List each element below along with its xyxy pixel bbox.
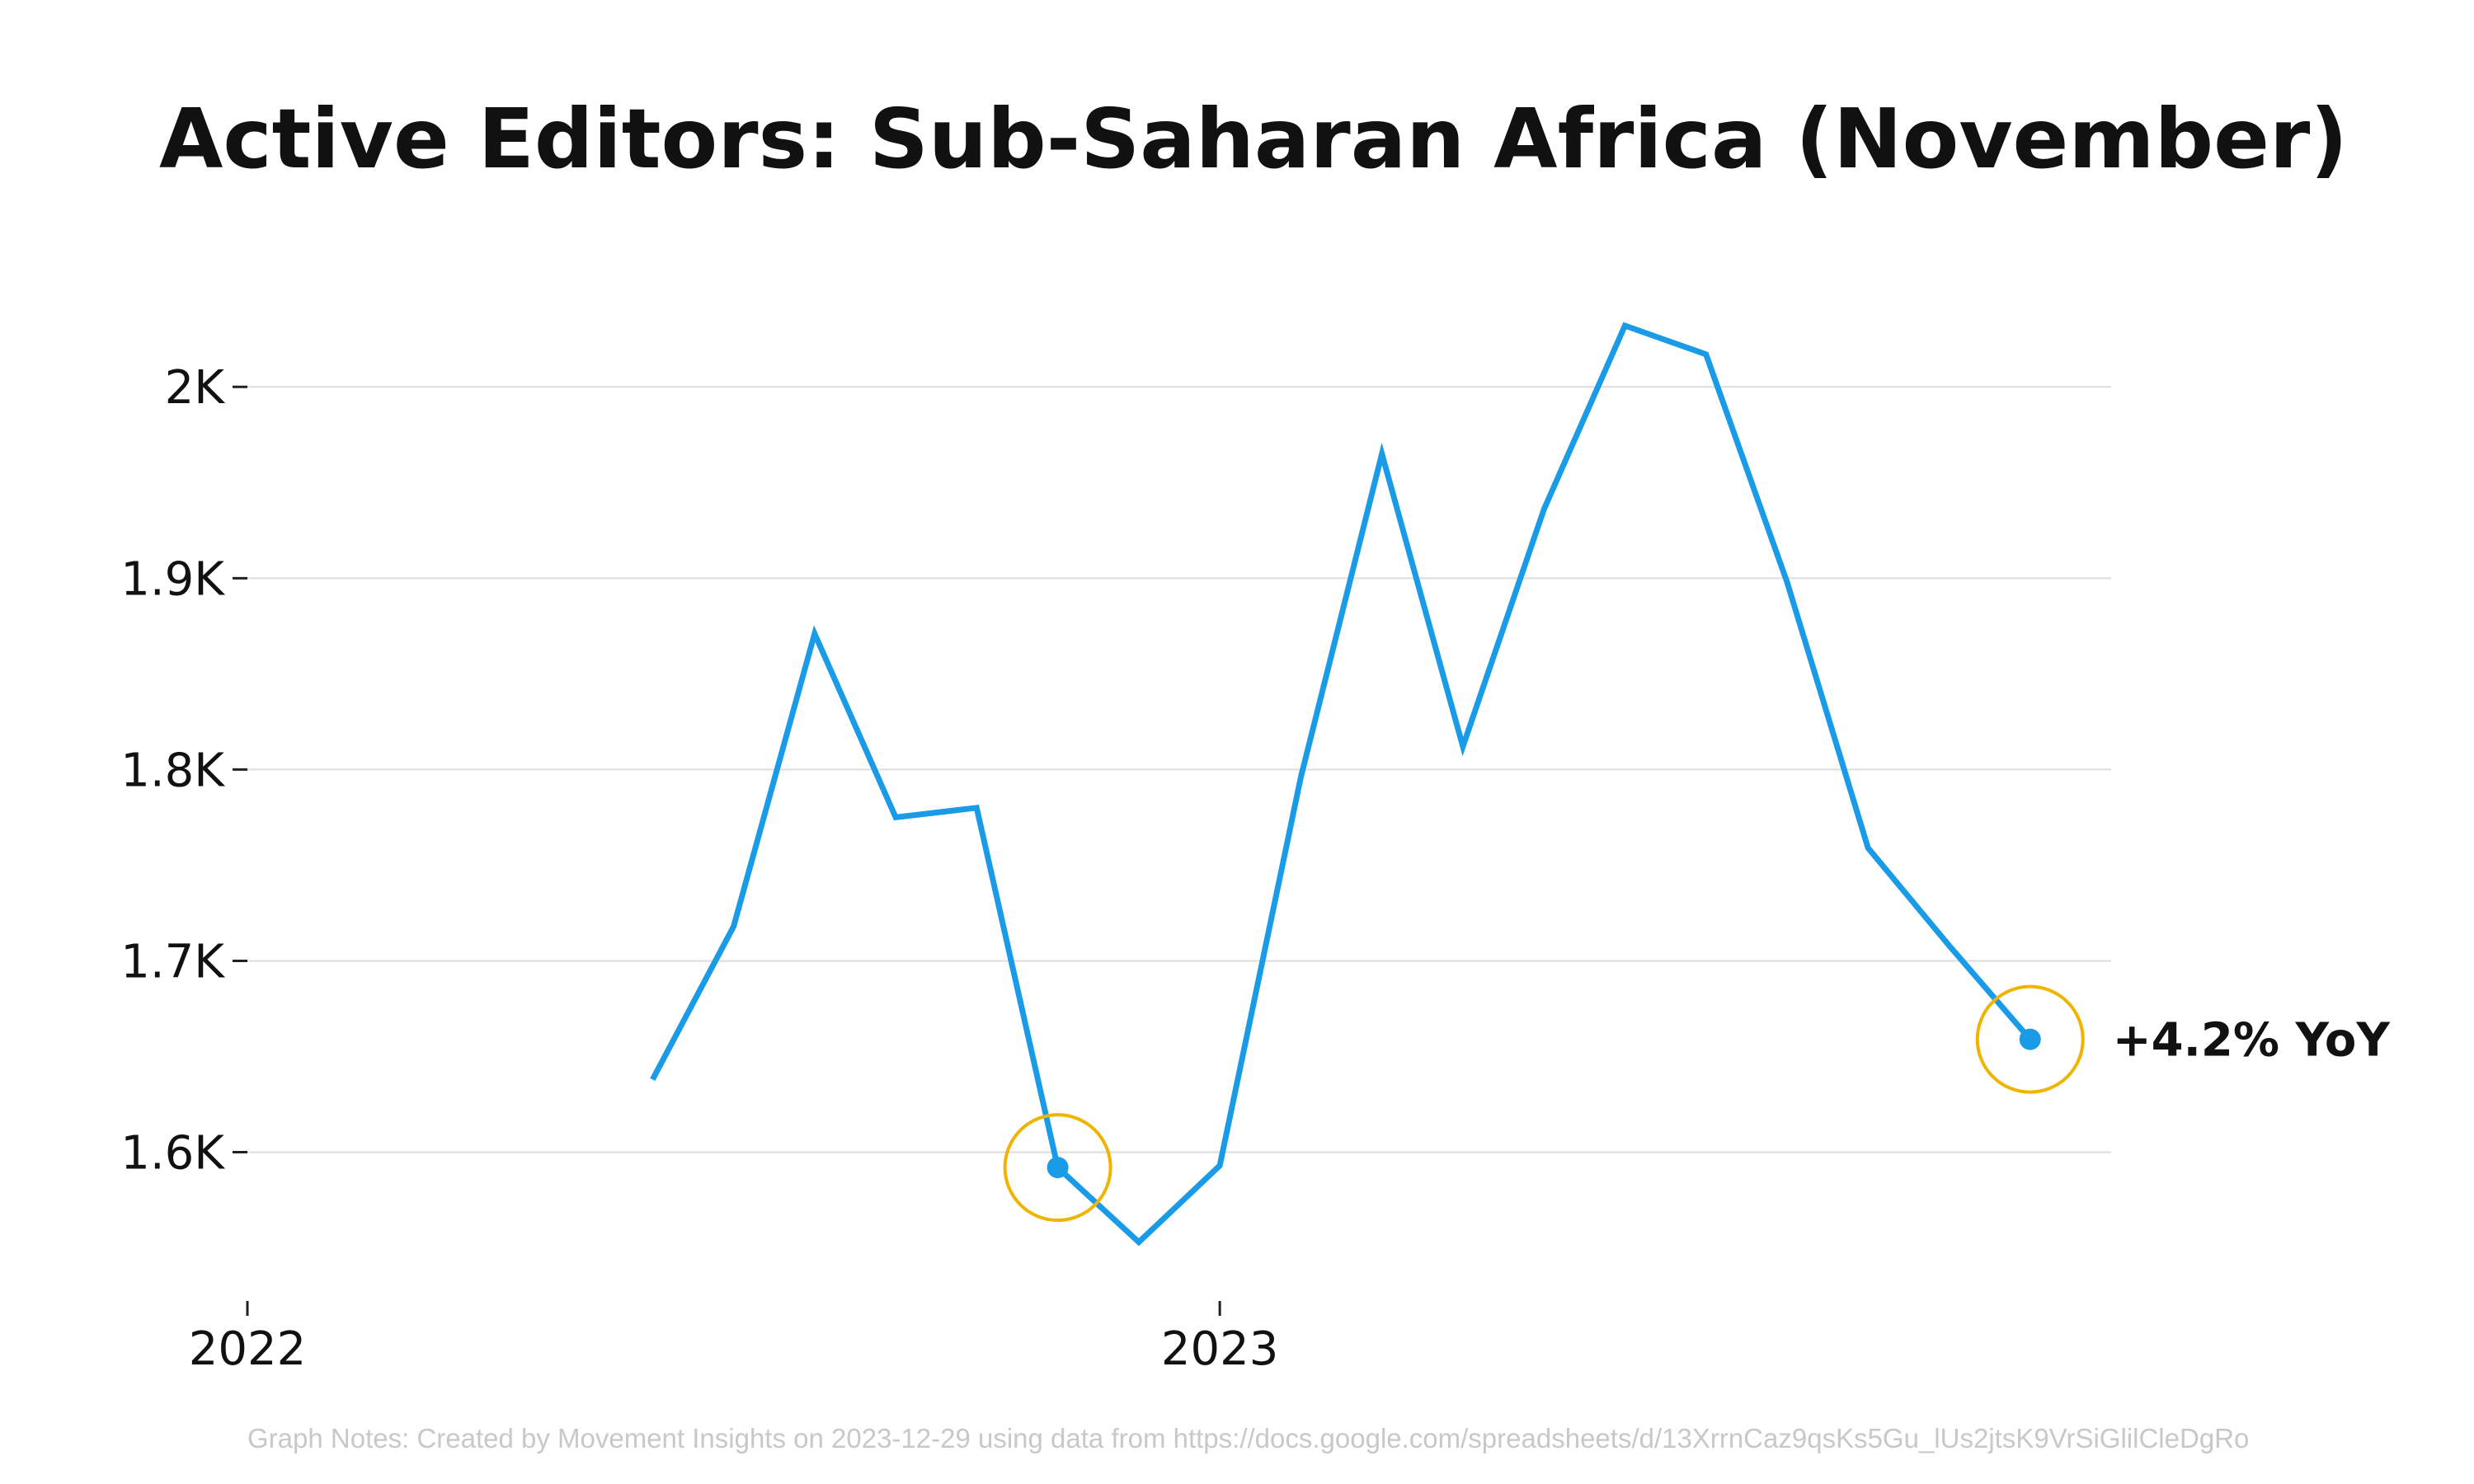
yoy-annotation: +4.2% YoY — [2113, 1014, 2392, 1068]
x-axis: 2022 2023 — [189, 1301, 1279, 1376]
x-tick-label: 2023 — [1161, 1322, 1279, 1376]
series-layer — [650, 322, 2033, 1247]
x-tick-label: 2022 — [189, 1322, 307, 1376]
highlight-point — [1047, 1157, 1069, 1179]
y-tick-label: 2K — [165, 361, 226, 415]
y-tick-label: 1.8K — [120, 744, 225, 797]
y-tick-label: 1.9K — [120, 552, 225, 606]
graph-notes: Graph Notes: Created by Movement Insight… — [247, 1423, 2250, 1453]
gridlines — [247, 386, 2111, 1153]
highlight-ring — [1003, 1113, 1112, 1223]
y-tick-label: 1.6K — [120, 1127, 225, 1181]
chart-title: Active Editors: Sub-Saharan Africa (Nove… — [159, 91, 2348, 187]
y-tick-label: 1.7K — [120, 935, 225, 989]
series-line — [650, 322, 2033, 1247]
highlight-layer: +4.2% YoY — [1003, 984, 2392, 1223]
highlight-point — [2019, 1028, 2041, 1050]
highlight-ring — [1975, 984, 2085, 1094]
y-axis: 1.6K 1.7K 1.8K 1.9K 2K — [120, 361, 247, 1181]
